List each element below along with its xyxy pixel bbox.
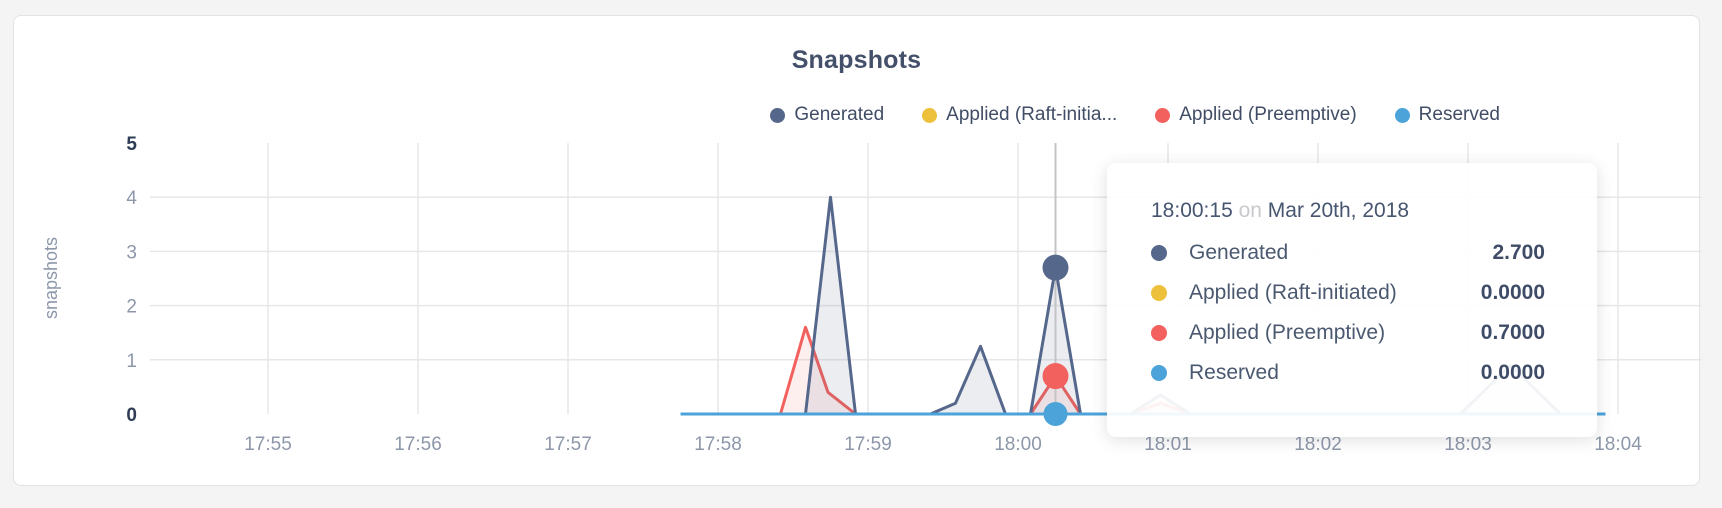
tooltip-series-value: 0.7000 bbox=[1480, 321, 1545, 344]
y-tick-label: 0 bbox=[126, 405, 137, 426]
hover-tooltip: 18:00:15 on Mar 20th, 2018 Generated 2.70… bbox=[1107, 163, 1597, 437]
hover-point-applied-preemptive- bbox=[1042, 363, 1069, 390]
tooltip-series-dot-icon bbox=[1151, 285, 1167, 301]
hover-point-generated bbox=[1042, 254, 1069, 281]
x-tick-label: 17:59 bbox=[844, 434, 892, 455]
x-tick-label: 18:01 bbox=[1144, 434, 1192, 455]
y-axis-title: snapshots bbox=[41, 237, 61, 319]
legend-item-label: Generated bbox=[794, 104, 885, 125]
x-tick-label: 17:58 bbox=[694, 434, 742, 455]
legend-swatch-icon bbox=[922, 107, 938, 123]
x-tick-label: 18:03 bbox=[1444, 434, 1492, 455]
hover-point-reserved bbox=[1043, 402, 1068, 426]
tooltip-series-value: 0.0000 bbox=[1480, 281, 1545, 304]
legend-item-label: Reserved bbox=[1418, 104, 1500, 125]
tooltip-row: Reserved 0.0000 bbox=[1151, 353, 1545, 393]
legend-swatch-icon bbox=[1394, 107, 1410, 123]
legend-swatch-icon bbox=[1155, 107, 1171, 123]
tooltip-series-value: 2.700 bbox=[1492, 241, 1545, 264]
y-tick-label: 4 bbox=[126, 188, 137, 209]
tooltip-time: 18:00:15 bbox=[1151, 199, 1233, 222]
x-tick-label: 17:55 bbox=[244, 434, 292, 455]
tooltip-series-dot-icon bbox=[1151, 325, 1167, 341]
tooltip-row: Generated 2.700 bbox=[1151, 233, 1545, 273]
tooltip-series-label: Generated bbox=[1189, 241, 1289, 264]
tooltip-series-label: Reserved bbox=[1189, 361, 1279, 384]
legend-item-reserved[interactable]: Reserved bbox=[1394, 104, 1500, 126]
legend-item-generated[interactable]: Generated bbox=[770, 104, 884, 126]
hover-points bbox=[1042, 254, 1069, 426]
y-tick-label: 2 bbox=[126, 297, 137, 318]
legend-item-applied-raft-initia-[interactable]: Applied (Raft-initia... bbox=[922, 104, 1117, 126]
tooltip-row: Applied (Preemptive) 0.7000 bbox=[1151, 313, 1545, 353]
tooltip-row: Applied (Raft-initiated) 0.0000 bbox=[1151, 273, 1545, 313]
chart-legend: Generated Applied (Raft-initia... Applied … bbox=[770, 101, 1500, 129]
tooltip-preposition: on bbox=[1238, 199, 1262, 222]
x-tick-label: 17:57 bbox=[544, 434, 592, 455]
x-tick-label: 18:00 bbox=[994, 434, 1042, 455]
tooltip-series-dot-icon bbox=[1151, 245, 1167, 261]
tooltip-series-dot-icon bbox=[1151, 365, 1167, 381]
y-tick-label: 5 bbox=[126, 134, 137, 155]
x-tick-label: 18:02 bbox=[1294, 434, 1342, 455]
tooltip-date: Mar 20th, 2018 bbox=[1267, 199, 1410, 222]
y-tick-label: 3 bbox=[126, 242, 137, 263]
x-tick-label: 18:04 bbox=[1594, 434, 1642, 455]
tooltip-series-label: Applied (Preemptive) bbox=[1189, 321, 1386, 344]
tooltip-header: 18:00:15 on Mar 20th, 2018 bbox=[1151, 199, 1545, 223]
y-tick-label: 1 bbox=[126, 351, 137, 372]
legend-item-label: Applied (Raft-initia... bbox=[946, 104, 1118, 125]
legend-swatch-icon bbox=[770, 107, 786, 123]
axis-labels: snapshots 0 1 2 3 4 5 17:55 17:56 17:57 17:58 17:5… bbox=[41, 134, 1642, 455]
legend-item-label: Applied (Preemptive) bbox=[1179, 104, 1357, 125]
tooltip-series-value: 0.0000 bbox=[1480, 361, 1545, 384]
tooltip-series-label: Applied (Raft-initiated) bbox=[1189, 281, 1397, 304]
legend-item-applied-preemptive-[interactable]: Applied (Preemptive) bbox=[1155, 104, 1357, 126]
x-tick-label: 17:56 bbox=[394, 434, 442, 455]
chart-title: Snapshots bbox=[791, 46, 922, 74]
